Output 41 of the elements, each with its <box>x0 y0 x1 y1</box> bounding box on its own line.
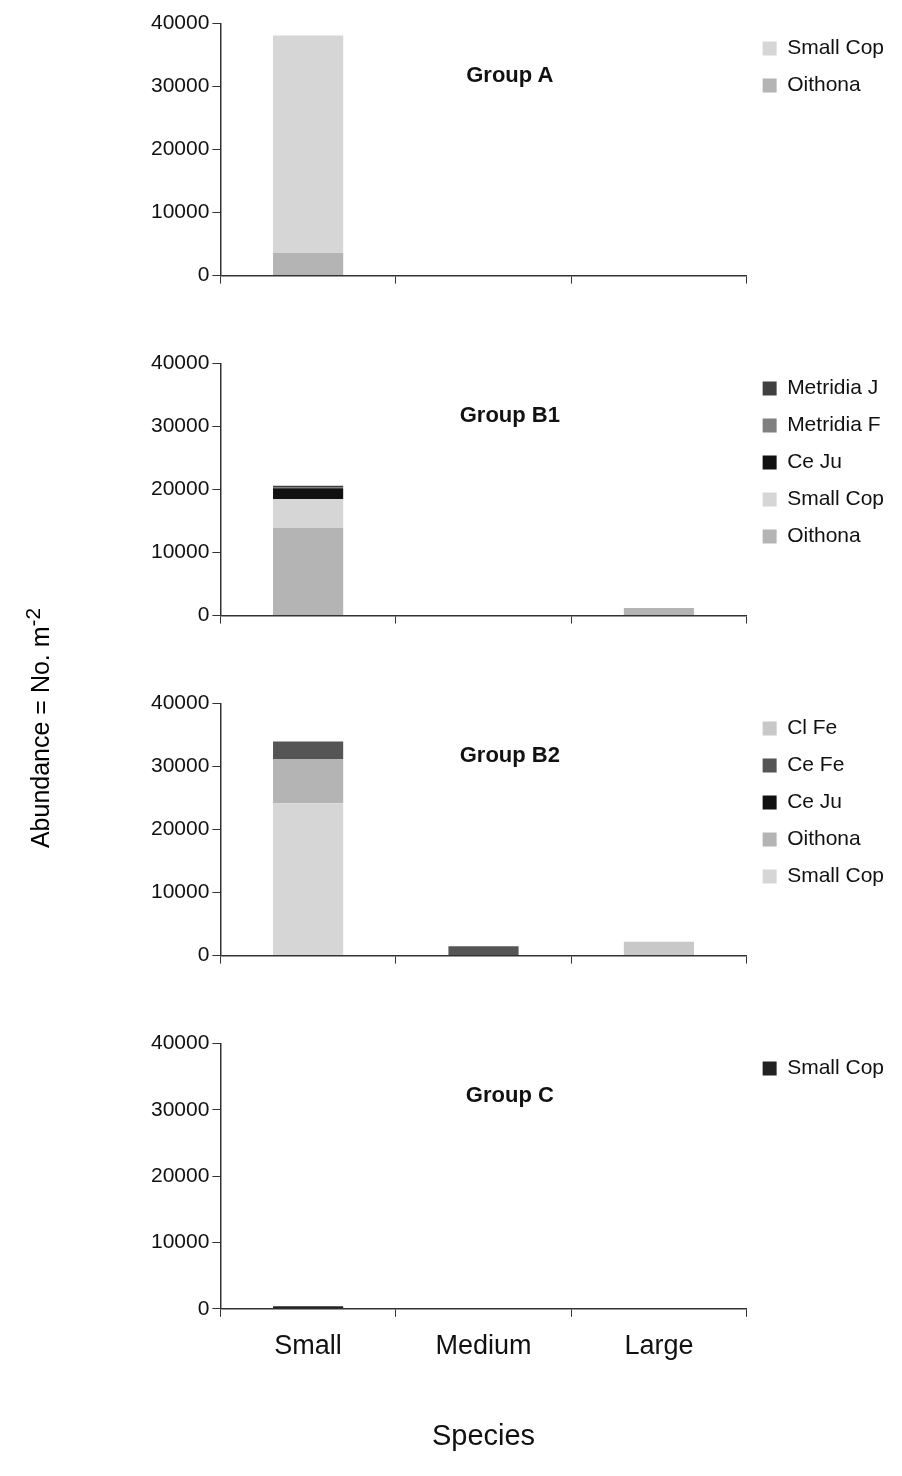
y-tick-label: 0 <box>197 262 210 286</box>
legend-label: Oithona <box>787 826 861 850</box>
legend-label: Oithona <box>787 72 861 96</box>
y-tick-label: 10000 <box>150 539 210 563</box>
text: Group C <box>465 1081 554 1107</box>
y-tick-label: 40000 <box>150 1030 210 1054</box>
y-tick-label: 0 <box>197 602 210 626</box>
y-tick-label: 20000 <box>150 1163 210 1186</box>
legend-label: Metridia F <box>787 412 881 436</box>
y-tick-label: 10000 <box>150 879 210 903</box>
legend-label: Cl Fe <box>787 715 838 739</box>
y-tick-label: 20000 <box>150 476 210 500</box>
y-tick-label: 40000 <box>150 690 210 714</box>
y-tick-label: 20000 <box>150 816 210 840</box>
y-tick-label: 0 <box>197 1295 210 1319</box>
y-tick-label: 30000 <box>150 1096 210 1120</box>
legend-label: Ce Fe <box>787 752 845 776</box>
legend-label: Small Cop <box>787 35 885 59</box>
y-tick-label: 30000 <box>150 413 210 437</box>
legend-label: Metridia J <box>787 375 879 399</box>
legend-label: Oithona <box>787 523 861 547</box>
y-tick-label: 40000 <box>150 350 210 374</box>
text: Group B2 <box>459 741 560 767</box>
y-tick-label: 10000 <box>150 1229 210 1253</box>
legend-label: Small Cop <box>787 486 885 510</box>
x-tick-label: Large <box>624 1330 694 1361</box>
legend-label: Ce Ju <box>787 789 842 813</box>
text: Group B1 <box>459 401 560 427</box>
y-tick-label: 30000 <box>150 753 210 777</box>
y-tick-label: 40000 <box>150 10 210 34</box>
legend-label: Ce Ju <box>787 449 842 473</box>
legend-label: Small Cop <box>787 1055 885 1079</box>
y-tick-label: 20000 <box>150 136 210 160</box>
x-tick-label: Medium <box>435 1330 532 1361</box>
legend-label: Small Cop <box>787 863 885 887</box>
x-axis-title: Species <box>431 1418 536 1451</box>
y-tick-label: 0 <box>197 942 210 966</box>
text: Group A <box>466 61 554 87</box>
x-tick-label: Small <box>274 1330 342 1361</box>
y-tick-label: 10000 <box>150 199 210 223</box>
y-tick-label: 30000 <box>150 73 210 97</box>
